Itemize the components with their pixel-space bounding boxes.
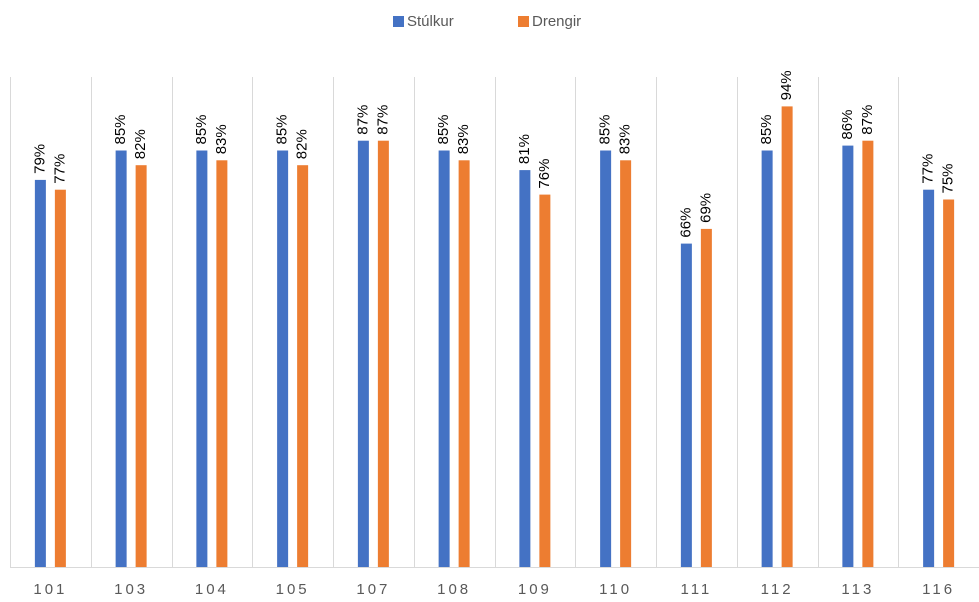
bar — [680, 243, 692, 567]
bar — [196, 150, 208, 567]
bar — [357, 140, 369, 567]
data-label: 69% — [697, 193, 714, 223]
bar — [842, 145, 854, 567]
data-label: 77% — [920, 154, 937, 184]
bar — [761, 150, 773, 567]
data-label: 87% — [354, 105, 371, 135]
data-label: 83% — [617, 124, 634, 154]
data-label: 85% — [274, 114, 291, 144]
bar — [34, 179, 46, 567]
bar — [862, 140, 874, 567]
bar — [700, 228, 712, 567]
bar — [115, 150, 127, 567]
bar — [923, 189, 935, 567]
data-label: 82% — [294, 129, 311, 159]
bar — [54, 189, 66, 567]
data-label: 76% — [536, 159, 553, 189]
x-tick-label: 113 — [841, 581, 874, 598]
data-label: 77% — [51, 154, 68, 184]
data-label: 85% — [112, 114, 129, 144]
x-tick-label: 116 — [922, 581, 955, 598]
data-label: 66% — [677, 208, 694, 238]
bar — [135, 165, 147, 567]
legend-swatch — [393, 16, 404, 27]
data-label: 86% — [839, 110, 856, 140]
x-tick-label: 109 — [518, 581, 552, 598]
bar — [620, 160, 632, 568]
legend-label: Drengir — [532, 13, 581, 30]
data-label: 85% — [435, 114, 452, 144]
x-tick-label: 110 — [599, 581, 632, 598]
x-tick-label: 103 — [114, 581, 148, 598]
bar — [539, 194, 551, 567]
data-label: 83% — [213, 124, 230, 154]
x-tick-label: 111 — [680, 581, 712, 598]
x-tick-label: 105 — [276, 581, 310, 598]
bar — [519, 170, 531, 567]
data-label: 79% — [31, 144, 48, 174]
x-tick-label: 104 — [195, 581, 229, 598]
data-label: 83% — [455, 124, 472, 154]
x-tick-label: 112 — [761, 581, 794, 598]
bar — [438, 150, 450, 567]
bar — [781, 106, 793, 568]
data-label: 85% — [758, 114, 775, 144]
data-label: 81% — [516, 134, 533, 164]
bar — [377, 140, 389, 567]
legend-label: Stúlkur — [407, 13, 454, 30]
bar — [277, 150, 289, 567]
x-tick-label: 108 — [437, 581, 471, 598]
data-label: 87% — [859, 105, 876, 135]
bar — [458, 160, 470, 568]
legend-swatch — [518, 16, 529, 27]
bar — [943, 199, 955, 567]
data-label: 85% — [597, 114, 614, 144]
x-tick-label: 101 — [33, 581, 67, 598]
data-label: 94% — [778, 70, 795, 100]
bar — [216, 160, 228, 568]
bar — [600, 150, 612, 567]
bar — [297, 165, 309, 567]
data-label: 82% — [132, 129, 149, 159]
data-label: 75% — [940, 163, 957, 193]
data-label: 85% — [193, 114, 210, 144]
data-label: 87% — [374, 105, 391, 135]
x-tick-label: 107 — [356, 581, 390, 598]
